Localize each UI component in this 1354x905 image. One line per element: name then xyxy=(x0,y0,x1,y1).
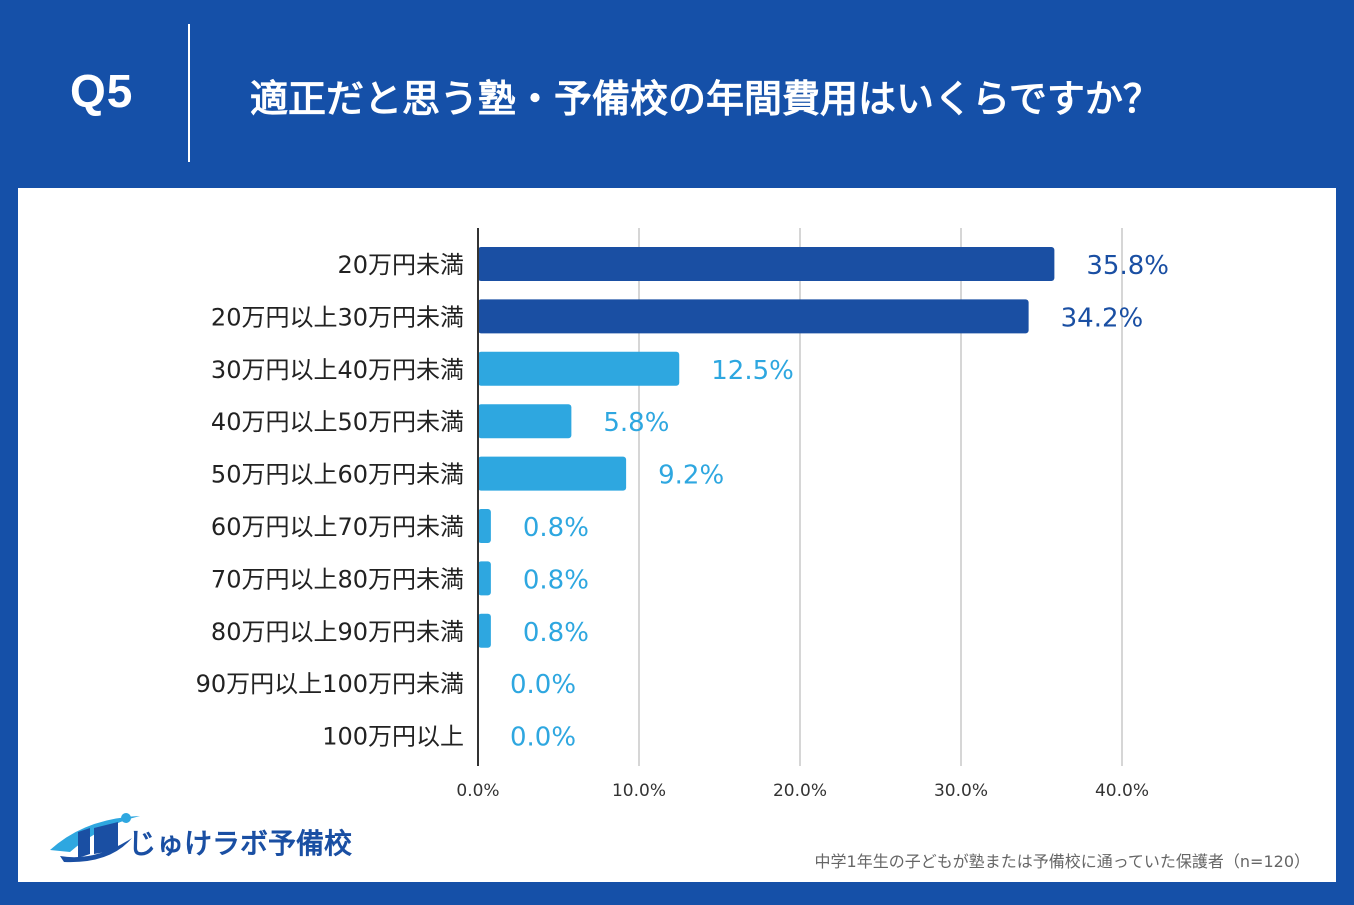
data-label: 5.8% xyxy=(603,408,669,438)
chart-panel: 0.0% 10.0% 20.0% 30.0% 40.0% 20万円未満 35.8% 20万円以… xyxy=(18,188,1336,882)
data-label: 0.8% xyxy=(523,565,589,595)
bar xyxy=(478,404,572,439)
x-tick-label: 40.0% xyxy=(1095,781,1149,801)
footnote: 中学1年生の子どもが塾または予備校に通っていた保護者（n=120） xyxy=(814,852,1310,871)
bar xyxy=(478,509,491,543)
category-label: 30万円以上40万円未満 xyxy=(211,356,464,384)
category-label: 80万円以上90万円未満 xyxy=(211,618,464,646)
bar xyxy=(478,561,491,596)
header: Q5 適正だと思う塾・予備校の年間費用はいくらですか？ xyxy=(0,0,1354,188)
category-label: 50万円以上60万円未満 xyxy=(211,461,464,489)
bar xyxy=(478,456,627,491)
category-label: 20万円以上30万円未満 xyxy=(211,303,464,331)
category-label: 40万円以上50万円未満 xyxy=(211,408,464,436)
data-label: 35.8% xyxy=(1086,251,1169,281)
x-tick-label: 20.0% xyxy=(773,781,827,801)
x-tick-label: 30.0% xyxy=(934,781,988,801)
category-label: 20万円未満 xyxy=(337,251,464,279)
bar xyxy=(478,247,1055,281)
data-label: 0.8% xyxy=(523,513,589,543)
question-number: Q5 xyxy=(70,65,134,117)
category-label: 70万円以上80万円未満 xyxy=(211,565,464,593)
category-label: 100万円以上 xyxy=(322,723,464,751)
logo-icon xyxy=(50,813,140,863)
category-label: 60万円以上70万円未満 xyxy=(211,513,464,541)
bar-chart: 0.0% 10.0% 20.0% 30.0% 40.0% 20万円未満 35.8% 20万円以… xyxy=(196,228,1169,801)
bar xyxy=(478,613,491,648)
question-title: 適正だと思う塾・予備校の年間費用はいくらですか？ xyxy=(250,77,1161,121)
x-tick-label: 10.0% xyxy=(612,781,666,801)
logo-text: じゅけラボ予備校 xyxy=(128,827,353,860)
data-label: 9.2% xyxy=(658,461,724,491)
category-label: 90万円以上100万円未満 xyxy=(196,670,464,698)
data-label: 12.5% xyxy=(711,356,794,386)
x-tick-label: 0.0% xyxy=(456,781,499,801)
header-divider xyxy=(188,24,190,162)
data-label: 0.0% xyxy=(510,723,576,753)
bar xyxy=(478,299,1029,334)
data-label: 0.8% xyxy=(523,618,589,648)
data-label: 34.2% xyxy=(1061,303,1144,333)
bar xyxy=(478,351,680,386)
data-label: 0.0% xyxy=(510,670,576,700)
